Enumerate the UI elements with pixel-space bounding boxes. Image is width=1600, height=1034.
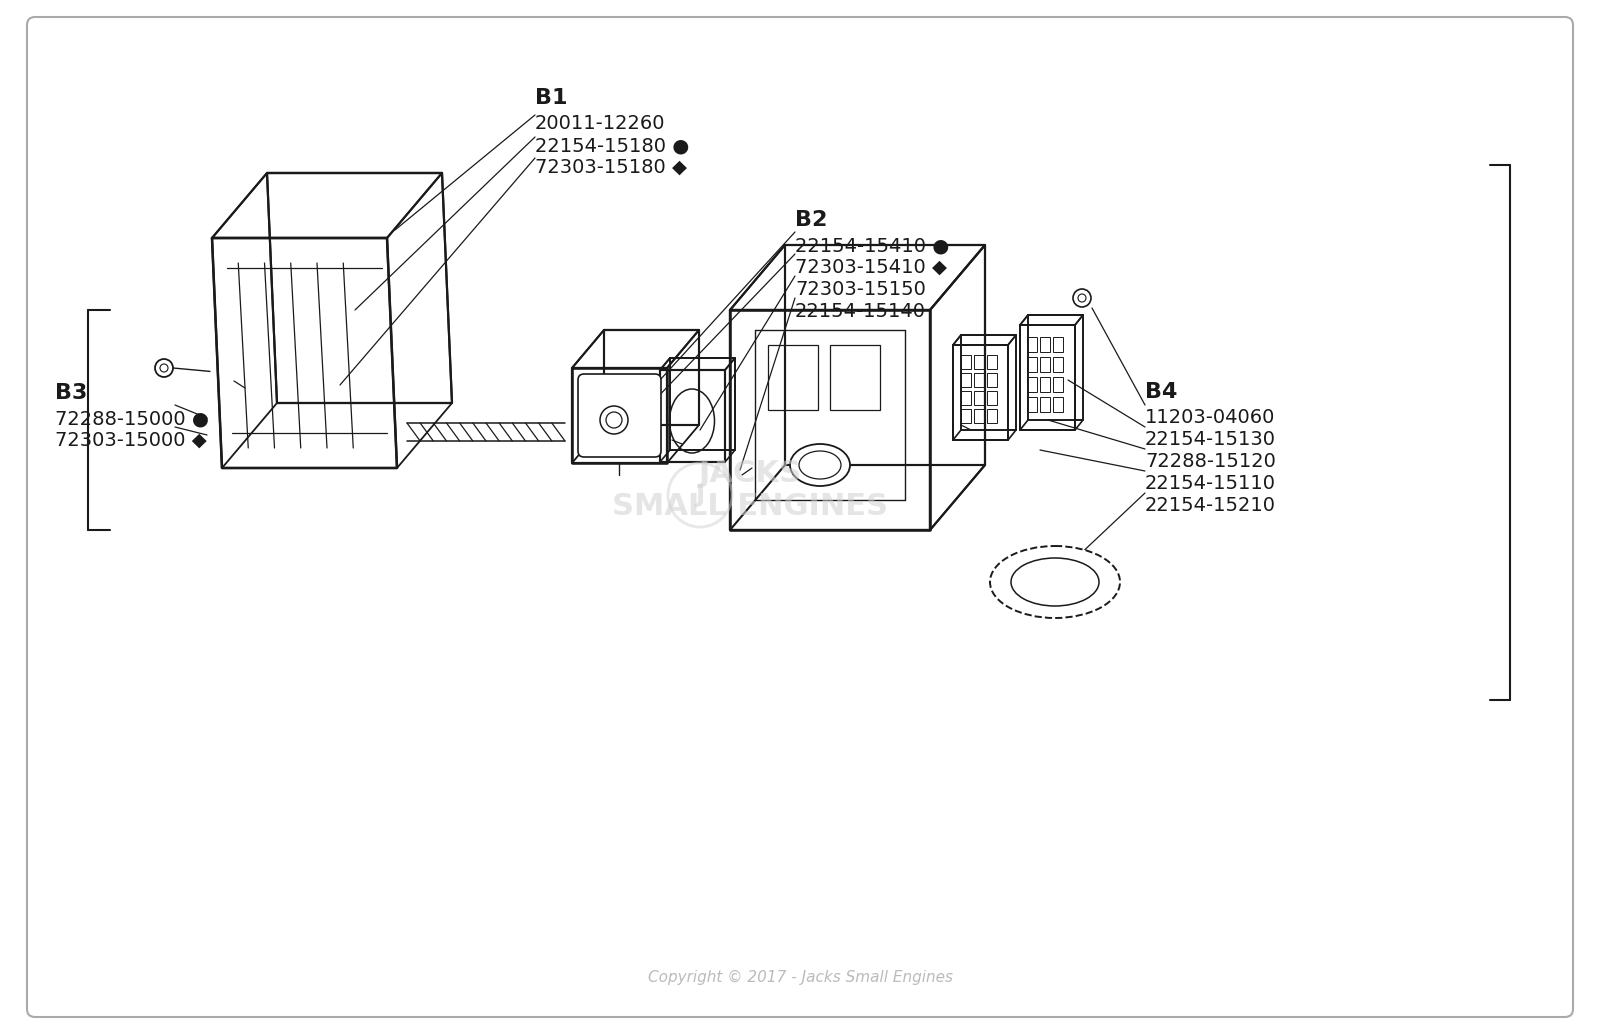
Text: 22154-15210: 22154-15210 bbox=[1146, 496, 1277, 515]
Text: 72303-15410 ◆: 72303-15410 ◆ bbox=[795, 258, 947, 277]
Polygon shape bbox=[661, 358, 734, 370]
Bar bbox=[1040, 377, 1050, 392]
Polygon shape bbox=[211, 238, 397, 468]
Circle shape bbox=[155, 359, 173, 377]
Polygon shape bbox=[730, 245, 986, 310]
Text: 72303-15000 ◆: 72303-15000 ◆ bbox=[54, 431, 206, 450]
Polygon shape bbox=[1027, 315, 1083, 420]
Circle shape bbox=[600, 406, 627, 434]
Bar bbox=[987, 391, 997, 405]
Polygon shape bbox=[573, 330, 699, 368]
Bar bbox=[1053, 337, 1062, 352]
Polygon shape bbox=[1021, 325, 1075, 430]
FancyBboxPatch shape bbox=[27, 17, 1573, 1017]
Ellipse shape bbox=[790, 444, 850, 486]
Polygon shape bbox=[267, 173, 453, 403]
Text: 11203-04060: 11203-04060 bbox=[1146, 408, 1275, 427]
Text: 72288-15120: 72288-15120 bbox=[1146, 452, 1275, 472]
Text: 22154-15140: 22154-15140 bbox=[795, 302, 926, 321]
Text: B1: B1 bbox=[534, 88, 568, 108]
Polygon shape bbox=[670, 358, 734, 450]
Text: B3: B3 bbox=[54, 383, 88, 403]
Polygon shape bbox=[962, 335, 1016, 430]
Text: B4: B4 bbox=[1146, 382, 1178, 402]
Text: 22154-15180 ●: 22154-15180 ● bbox=[534, 136, 690, 155]
Bar bbox=[974, 391, 984, 405]
Polygon shape bbox=[661, 370, 725, 462]
Bar bbox=[830, 345, 880, 410]
Text: 20011-12260: 20011-12260 bbox=[534, 114, 666, 133]
Bar bbox=[1040, 337, 1050, 352]
Bar bbox=[987, 373, 997, 387]
Bar bbox=[962, 355, 971, 369]
Bar bbox=[974, 409, 984, 423]
Ellipse shape bbox=[990, 546, 1120, 618]
Bar bbox=[962, 373, 971, 387]
Polygon shape bbox=[211, 173, 442, 238]
Text: B2: B2 bbox=[795, 210, 827, 230]
Bar bbox=[962, 391, 971, 405]
Bar bbox=[768, 345, 818, 410]
Polygon shape bbox=[786, 245, 986, 465]
Bar bbox=[1053, 357, 1062, 372]
Polygon shape bbox=[954, 335, 1016, 345]
Bar bbox=[1027, 397, 1037, 412]
Bar bbox=[1040, 397, 1050, 412]
Polygon shape bbox=[730, 310, 930, 530]
Bar bbox=[1053, 377, 1062, 392]
Text: JACKS
SMALL ENGINES: JACKS SMALL ENGINES bbox=[611, 459, 888, 521]
Polygon shape bbox=[573, 368, 667, 463]
Text: J: J bbox=[696, 483, 704, 507]
Polygon shape bbox=[605, 330, 699, 425]
Bar bbox=[1027, 377, 1037, 392]
Bar bbox=[962, 409, 971, 423]
Circle shape bbox=[1074, 288, 1091, 307]
Text: 72303-15180 ◆: 72303-15180 ◆ bbox=[534, 158, 686, 177]
Text: Copyright © 2017 - Jacks Small Engines: Copyright © 2017 - Jacks Small Engines bbox=[648, 970, 952, 985]
Text: 22154-15110: 22154-15110 bbox=[1146, 474, 1277, 493]
Bar bbox=[1053, 397, 1062, 412]
Polygon shape bbox=[1021, 315, 1083, 325]
Bar bbox=[974, 355, 984, 369]
Bar bbox=[987, 355, 997, 369]
Bar bbox=[987, 409, 997, 423]
Bar bbox=[974, 373, 984, 387]
Polygon shape bbox=[930, 245, 986, 530]
Polygon shape bbox=[954, 345, 1008, 440]
Text: 72303-15150: 72303-15150 bbox=[795, 280, 926, 299]
Bar bbox=[1040, 357, 1050, 372]
FancyBboxPatch shape bbox=[578, 374, 661, 457]
Text: 72288-15000 ●: 72288-15000 ● bbox=[54, 409, 210, 428]
Bar bbox=[1027, 337, 1037, 352]
Bar bbox=[1027, 357, 1037, 372]
Text: 22154-15410 ●: 22154-15410 ● bbox=[795, 236, 949, 255]
Text: 22154-15130: 22154-15130 bbox=[1146, 430, 1277, 449]
